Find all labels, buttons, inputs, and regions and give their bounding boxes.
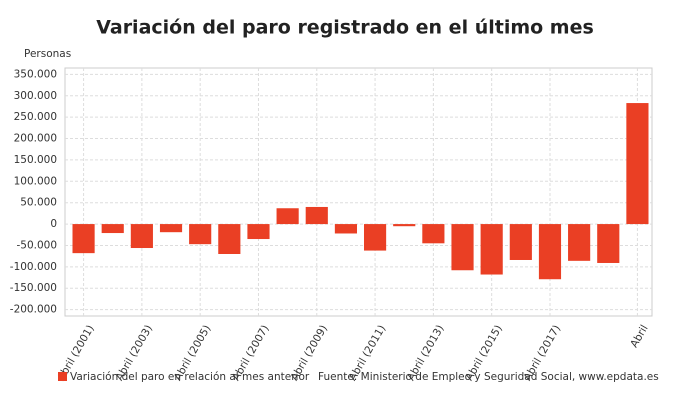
x-tick-label: Abril	[628, 323, 650, 350]
bar	[130, 224, 153, 249]
source: Fuente: Ministerio de Empleo y Seguridad…	[318, 371, 659, 383]
bar	[247, 224, 270, 240]
bar	[393, 224, 416, 227]
plot-area	[64, 67, 653, 317]
bar	[509, 224, 532, 260]
bar	[72, 224, 95, 254]
legend-swatch	[58, 372, 67, 381]
bar	[626, 103, 649, 225]
bar	[305, 206, 328, 225]
y-tick-label: 100.000	[14, 175, 57, 187]
y-tick-label: -200.000	[10, 304, 57, 316]
bar	[218, 224, 241, 254]
bar	[422, 224, 445, 244]
y-axis-label: Personas	[24, 48, 71, 60]
y-tick-label: -100.000	[10, 261, 57, 273]
bar	[334, 224, 358, 234]
y-tick-label: -150.000	[10, 282, 57, 294]
bar	[363, 224, 387, 251]
bar	[597, 224, 620, 263]
y-tick-label: 50.000	[20, 197, 57, 209]
y-tick-label: -50.000	[16, 239, 57, 251]
bar	[568, 224, 591, 261]
bar	[538, 224, 562, 280]
bar	[276, 208, 299, 225]
bar	[451, 224, 474, 271]
y-tick-label: 200.000	[14, 133, 57, 145]
bar	[159, 224, 183, 233]
chart-title: Variación del paro registrado en el últi…	[96, 17, 594, 39]
bar	[189, 224, 212, 245]
y-tick-label: 300.000	[14, 90, 57, 102]
y-tick-label: 250.000	[14, 111, 57, 123]
bar	[480, 224, 503, 275]
y-tick-label: 350.000	[14, 68, 57, 80]
y-tick-label: 0	[50, 218, 57, 230]
y-tick-label: 150.000	[14, 154, 57, 166]
legend-label: Variación del paro en relación al mes an…	[70, 371, 310, 383]
bar	[101, 224, 124, 234]
